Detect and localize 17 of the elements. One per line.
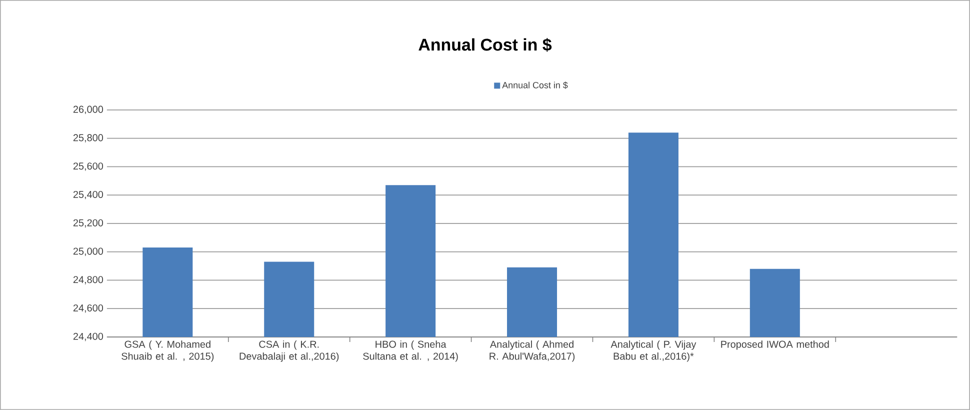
x-tick-label: GSA ( Y. Mohamed Shuaib et al. , 2015) [122,340,214,362]
y-tick-label: 26,000 [73,106,104,114]
y-tick-label: 25,200 [73,219,104,228]
x-tick-label: CSA in ( K.R. Devabalaji et al.,2016) [240,340,339,362]
y-tick-label: 25,600 [73,162,104,171]
legend-label: Annual Cost in $ [502,82,568,89]
chart-title: Annual Cost in $ [418,38,552,52]
y-tick-label: 24,800 [73,276,104,284]
y-tick-label: 24,400 [73,332,104,342]
y-tick-label: 24,600 [73,304,104,313]
y-tick-label: 25,400 [73,191,104,200]
y-tick-label: 25,800 [73,134,104,142]
x-tick-label: HBO in ( Sneha Sultana et al. , 2014) [363,340,458,362]
x-tick-label: Analytical ( P. Vijay Babu et al.,2016)* [610,340,696,362]
x-tick-label: Analytical ( Ahmed R. Abul'Wafa,2017) [490,340,575,362]
x-tick-label: Proposed IWOA method [721,340,829,350]
y-tick-label: 25,000 [73,248,104,256]
